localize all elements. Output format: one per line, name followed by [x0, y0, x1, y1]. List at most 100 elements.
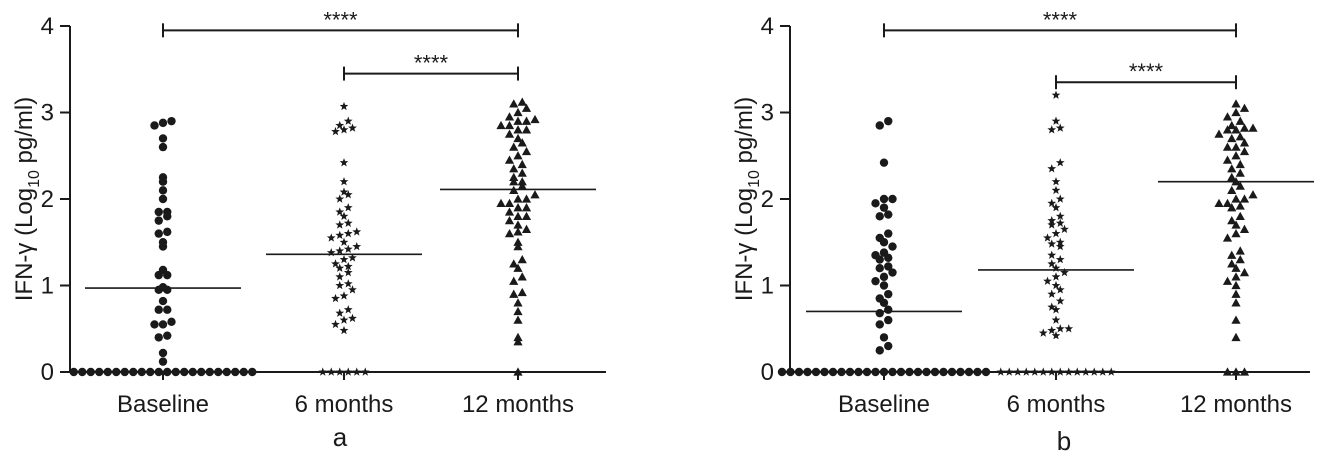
- data-point: [1030, 367, 1040, 376]
- data-point: [343, 279, 353, 288]
- data-point: [879, 248, 889, 257]
- series-baseline: [777, 116, 991, 377]
- data-point: [1081, 367, 1091, 376]
- y-axis-title-subscript: 10: [26, 170, 43, 188]
- data-point: [352, 367, 362, 376]
- data-point: [521, 203, 532, 212]
- significance-label: ****: [414, 51, 449, 76]
- data-point: [845, 367, 855, 377]
- data-point: [1013, 367, 1023, 376]
- data-point: [137, 367, 146, 377]
- data-point: [348, 253, 357, 262]
- data-point: [146, 367, 155, 377]
- y-axis-title-main: IFN-γ (Log: [731, 188, 758, 301]
- data-point: [871, 199, 880, 208]
- data-point: [517, 138, 527, 147]
- data-point: [1231, 280, 1241, 290]
- data-point: [513, 263, 523, 272]
- data-point: [1055, 285, 1065, 294]
- data-point: [1231, 151, 1241, 160]
- data-point: [875, 346, 884, 355]
- data-point: [1051, 272, 1061, 281]
- data-point: [875, 294, 884, 303]
- data-point: [530, 114, 540, 124]
- data-point: [343, 116, 353, 125]
- data-point: [513, 107, 523, 117]
- data-point: [521, 194, 532, 203]
- data-point: [158, 238, 168, 247]
- data-point: [1214, 129, 1224, 138]
- data-point: [1222, 155, 1233, 164]
- series-baseline: [69, 116, 257, 377]
- data-point: [996, 367, 1006, 376]
- data-point: [521, 224, 532, 233]
- data-point: [981, 367, 991, 377]
- data-point: [513, 306, 523, 316]
- data-point: [1047, 367, 1057, 376]
- data-point: [504, 120, 515, 130]
- data-point: [786, 367, 795, 377]
- data-point: [1064, 324, 1074, 333]
- y-tick-label: 3: [41, 100, 54, 127]
- data-point: [1231, 367, 1241, 376]
- x-tick-label: 12 months: [462, 391, 574, 418]
- data-point: [1060, 224, 1069, 233]
- data-point: [339, 158, 349, 167]
- data-point: [158, 320, 168, 329]
- y-axis-title-main: IFN-γ (Log: [11, 188, 38, 301]
- data-point: [1239, 123, 1250, 132]
- data-point: [163, 331, 172, 340]
- data-point: [509, 259, 519, 268]
- data-point: [163, 367, 172, 377]
- data-point: [1047, 220, 1057, 229]
- data-point: [1239, 103, 1250, 112]
- chart-panel-a: 0 1 2 3 4 Baseline 6 months 12 months IFN-γ (Log…: [11, 7, 606, 452]
- data-point: [335, 367, 345, 376]
- data-point: [973, 367, 982, 377]
- data-point: [879, 194, 889, 204]
- data-point: [837, 367, 846, 377]
- data-point: [335, 207, 345, 216]
- data-point: [879, 367, 889, 377]
- data-point: [504, 155, 515, 164]
- data-point: [1227, 185, 1237, 195]
- data-point: [1235, 201, 1245, 210]
- data-point: [343, 367, 353, 376]
- data-point: [875, 308, 884, 318]
- chart-panel-b: 0 1 2 3 4 Baseline 6 months 12 months IFN-γ (Log…: [720, 0, 1320, 456]
- data-point: [517, 272, 527, 281]
- data-point: [956, 367, 965, 377]
- data-point: [888, 367, 897, 377]
- data-point: [871, 251, 880, 260]
- significance-label: ****: [1129, 59, 1164, 84]
- data-point: [1231, 332, 1241, 342]
- y-tick-label: 3: [761, 100, 774, 127]
- data-point: [913, 367, 923, 377]
- panel-label: a: [333, 422, 348, 452]
- series-12-months: [496, 97, 540, 376]
- y-axis-title: IFN-γ (Log10 pg/ml): [11, 97, 43, 302]
- data-point: [1051, 315, 1061, 324]
- data-point: [1055, 237, 1065, 246]
- data-point: [862, 367, 872, 377]
- data-point: [154, 367, 163, 377]
- data-point: [517, 254, 527, 264]
- data-point: [888, 242, 897, 251]
- data-point: [335, 246, 345, 255]
- data-point: [513, 151, 523, 160]
- data-point: [1231, 298, 1241, 307]
- data-point: [335, 220, 345, 229]
- data-point: [509, 276, 519, 285]
- data-point: [513, 203, 523, 212]
- data-point: [879, 203, 889, 212]
- y-tick-label: 1: [761, 273, 774, 300]
- data-point: [1047, 216, 1057, 225]
- data-point: [1227, 203, 1237, 212]
- data-point: [1231, 107, 1241, 117]
- data-point: [326, 248, 336, 257]
- scatter-chart-a: 0 1 2 3 4 Baseline 6 months 12 months IFN-γ (Log…: [11, 7, 606, 452]
- data-point: [513, 133, 523, 143]
- y-tick-label: 4: [41, 13, 54, 40]
- data-point: [884, 341, 893, 351]
- x-tick-label: 6 months: [295, 391, 394, 418]
